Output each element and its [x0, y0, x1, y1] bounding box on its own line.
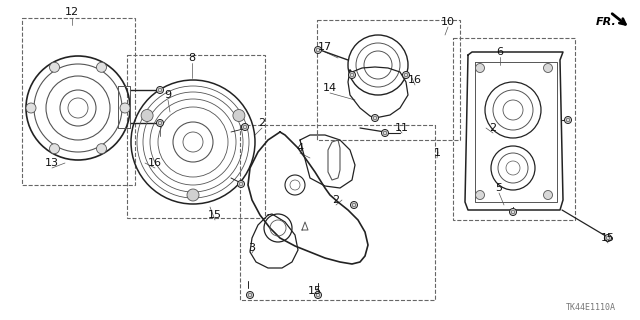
Text: 8: 8 — [188, 53, 196, 63]
Circle shape — [543, 190, 552, 199]
Text: 15: 15 — [208, 210, 222, 220]
Text: 12: 12 — [65, 7, 79, 17]
Text: 6: 6 — [497, 47, 504, 57]
Circle shape — [381, 130, 388, 137]
Bar — [127, 55, 265, 218]
Circle shape — [49, 62, 60, 72]
Circle shape — [351, 202, 358, 209]
Circle shape — [157, 119, 163, 126]
Text: 5: 5 — [495, 183, 502, 193]
Text: FR.: FR. — [596, 17, 617, 27]
Circle shape — [120, 103, 130, 113]
Circle shape — [349, 71, 355, 78]
Circle shape — [241, 124, 248, 131]
Circle shape — [314, 292, 321, 299]
Circle shape — [509, 209, 516, 215]
Circle shape — [605, 235, 611, 242]
Text: 17: 17 — [318, 42, 332, 52]
Circle shape — [543, 63, 552, 73]
Circle shape — [564, 116, 572, 124]
Circle shape — [314, 46, 321, 53]
Circle shape — [403, 71, 410, 78]
Bar — [22, 18, 135, 185]
Circle shape — [476, 190, 484, 199]
Text: 2: 2 — [332, 195, 340, 205]
Text: 16: 16 — [408, 75, 422, 85]
Text: 15: 15 — [601, 233, 615, 243]
Text: 3: 3 — [248, 243, 255, 253]
Text: 16: 16 — [148, 158, 162, 168]
Circle shape — [187, 189, 199, 201]
Circle shape — [246, 292, 253, 299]
Text: 2: 2 — [259, 118, 266, 128]
Text: 1: 1 — [433, 148, 440, 158]
Circle shape — [141, 109, 153, 122]
Text: 9: 9 — [164, 90, 172, 100]
Circle shape — [237, 180, 244, 188]
Bar — [240, 125, 435, 300]
Text: 10: 10 — [441, 17, 455, 27]
Text: TK44E1110A: TK44E1110A — [566, 303, 616, 313]
Circle shape — [49, 144, 60, 154]
Text: 11: 11 — [395, 123, 409, 133]
Circle shape — [97, 144, 106, 154]
Text: 13: 13 — [45, 158, 59, 168]
Bar — [453, 38, 575, 220]
Circle shape — [371, 115, 378, 122]
Text: 4: 4 — [296, 143, 303, 153]
Bar — [317, 20, 460, 140]
Text: 15: 15 — [308, 286, 322, 296]
Circle shape — [97, 62, 106, 72]
Text: 14: 14 — [323, 83, 337, 93]
Circle shape — [26, 103, 36, 113]
Circle shape — [157, 86, 163, 93]
Circle shape — [233, 109, 245, 122]
Circle shape — [476, 63, 484, 73]
Text: 2: 2 — [490, 123, 497, 133]
